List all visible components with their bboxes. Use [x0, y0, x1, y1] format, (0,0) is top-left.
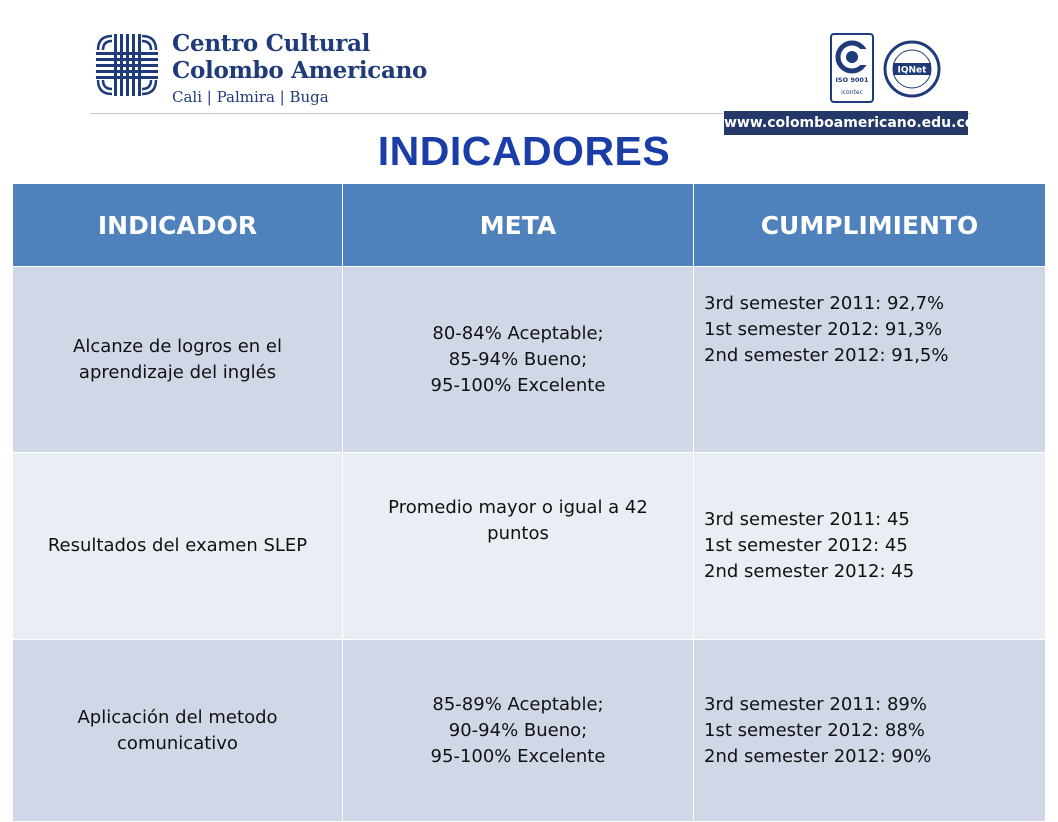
cell-text: 90-94% Bueno;: [448, 719, 588, 741]
cell-text: 3rd semester 2011: 92,7%: [704, 293, 945, 314]
cell-text: 3rd semester 2011: 45: [704, 509, 910, 530]
centro-cultural-logo-icon: [92, 30, 162, 100]
cell-text: Alcanze de logros en el: [73, 335, 282, 357]
iso-label: ISO 9001: [836, 76, 869, 84]
header-divider: [90, 113, 970, 114]
cell-meta: 80-84% Aceptable; 85-94% Bueno; 95-100% …: [342, 266, 694, 453]
cell-indicador: Resultados del examen SLEP: [12, 452, 343, 640]
org-name-line1: Centro Cultural: [172, 30, 371, 57]
icontec-logo-icon: ISO 9001 icontec: [835, 40, 870, 96]
table-header-row: INDICADOR META CUMPLIMIENTO: [12, 183, 1046, 267]
cell-text: comunicativo: [117, 732, 238, 754]
cell-text: 85-94% Bueno;: [448, 348, 588, 370]
cell-text: 95-100% Excelente: [430, 374, 606, 396]
cell-text: Aplicación del metodo: [77, 706, 278, 728]
table-row: Aplicación del metodo comunicativo 85-89…: [12, 639, 1046, 822]
table-row: Resultados del examen SLEP Promedio mayo…: [12, 452, 1046, 640]
cell-text: 2nd semester 2012: 91,5%: [704, 345, 949, 366]
cell-cumplimiento: 3rd semester 2011: 45 1st semester 2012:…: [693, 452, 1046, 640]
iqnet-certification-badge: IQNet: [883, 40, 941, 98]
indicators-table: INDICADOR META CUMPLIMIENTO Alcanze de l…: [12, 183, 1046, 822]
cell-text: 2nd semester 2012: 90%: [704, 745, 932, 767]
cell-indicador: Alcanze de logros en el aprendizaje del …: [12, 266, 343, 453]
cell-text: Resultados del examen SLEP: [47, 535, 308, 556]
cell-text: puntos: [487, 523, 549, 544]
cell-text: 85-89% Aceptable;: [432, 693, 604, 715]
icontec-label: icontec: [841, 89, 863, 96]
cell-text: 80-84% Aceptable;: [432, 322, 604, 344]
cell-text: 1st semester 2012: 45: [704, 535, 908, 556]
cell-text: aprendizaje del inglés: [78, 361, 277, 383]
cell-meta: 85-89% Aceptable; 90-94% Bueno; 95-100% …: [342, 639, 694, 822]
cell-cumplimiento: 3rd semester 2011: 92,7% 1st semester 20…: [693, 266, 1046, 453]
cell-text: 1st semester 2012: 91,3%: [704, 319, 943, 340]
org-name-line2: Colombo Americano: [172, 57, 428, 84]
cell-text: Promedio mayor o igual a 42: [388, 497, 648, 518]
cell-text: 2nd semester 2012: 45: [704, 561, 915, 582]
cell-meta: Promedio mayor o igual a 42 puntos: [342, 452, 694, 640]
org-locations: Cali | Palmira | Buga: [172, 88, 329, 106]
website-url[interactable]: www.colomboamericano.edu.co: [724, 111, 974, 135]
column-header-meta: META: [342, 183, 694, 267]
cell-cumplimiento: 3rd semester 2011: 89% 1st semester 2012…: [693, 639, 1046, 822]
page-title: INDICADORES: [377, 128, 671, 174]
cell-text: 1st semester 2012: 88%: [704, 719, 925, 741]
iso-certification-badge: ISO 9001 icontec: [830, 33, 874, 103]
cell-text: 3rd semester 2011: 89%: [704, 693, 927, 715]
cell-text: 95-100% Excelente: [430, 745, 606, 767]
column-header-cumplimiento: CUMPLIMIENTO: [693, 183, 1046, 267]
table-row: Alcanze de logros en el aprendizaje del …: [12, 266, 1046, 453]
organization-name: Centro Cultural Colombo Americano Cali |…: [172, 30, 427, 108]
column-header-indicador: INDICADOR: [12, 183, 343, 267]
cell-indicador: Aplicación del metodo comunicativo: [12, 639, 343, 822]
iqnet-label: IQNet: [898, 66, 928, 76]
